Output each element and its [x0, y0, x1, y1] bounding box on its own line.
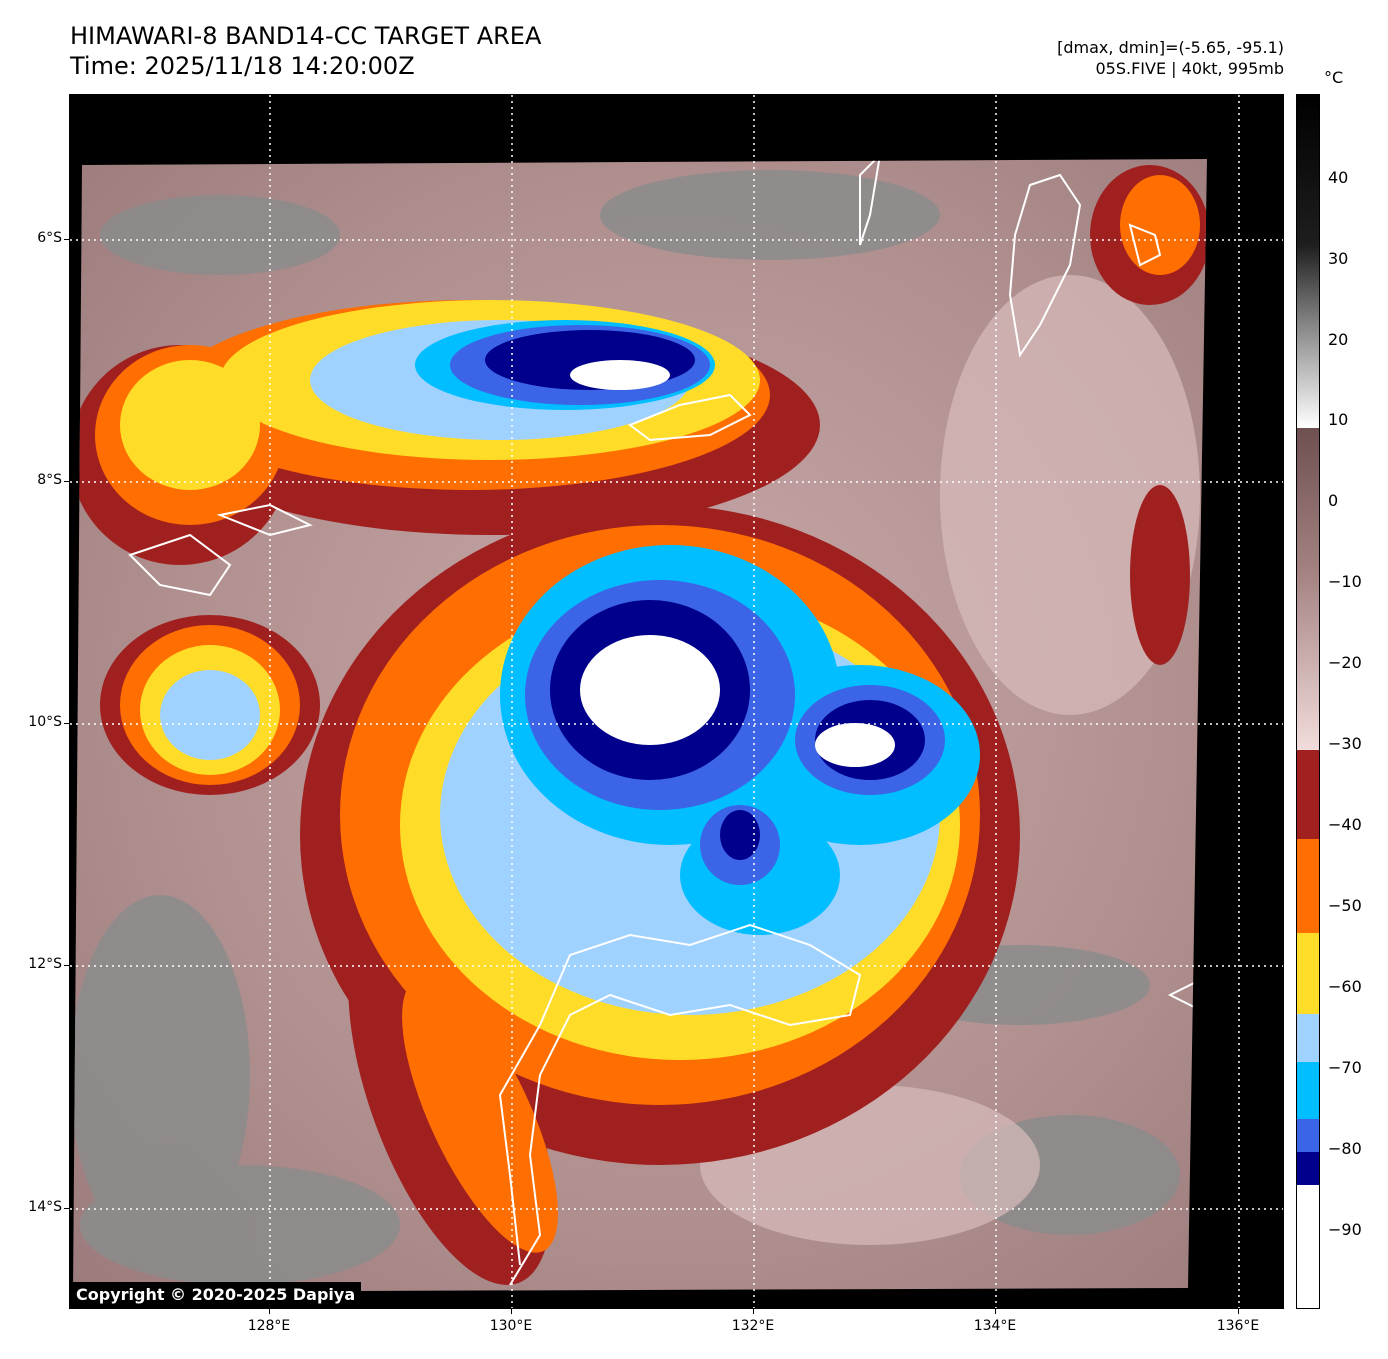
satellite-image — [70, 95, 1283, 1308]
colorbar-band — [1297, 1152, 1319, 1185]
lat-tick-label: 14°S — [28, 1199, 62, 1215]
lon-tickmark — [995, 1309, 996, 1314]
colorbar-label: 30 — [1328, 249, 1349, 268]
colorbar-band — [1297, 1185, 1319, 1308]
lon-tick-label: 136°E — [1216, 1318, 1260, 1334]
lat-tickmark — [64, 723, 69, 724]
colorbar-bands — [1297, 750, 1319, 1308]
map-time: Time: 2025/11/18 14:20:00Z — [70, 52, 415, 80]
lon-tickmark — [511, 1309, 512, 1314]
lon-tickmark — [269, 1309, 270, 1314]
lon-tickmark — [1238, 1309, 1239, 1314]
lat-tickmark — [64, 965, 69, 966]
lon-tick-label: 128°E — [247, 1318, 291, 1334]
lat-tickmark — [64, 239, 69, 240]
colorbar-unit: °C — [1324, 68, 1344, 87]
map-title: HIMAWARI-8 BAND14-CC TARGET AREA — [70, 22, 542, 50]
lat-tickmark — [64, 481, 69, 482]
lat-tickmark — [64, 1208, 69, 1209]
lat-tick-label: 10°S — [28, 714, 62, 730]
colorbar-label: 40 — [1328, 168, 1349, 187]
colorbar-band — [1297, 750, 1319, 839]
colorbar-label: −80 — [1328, 1139, 1362, 1158]
lon-tick-label: 134°E — [973, 1318, 1017, 1334]
colorbar-band — [1297, 1014, 1319, 1062]
colorbar-label: 0 — [1328, 491, 1339, 510]
lat-tick-label: 6°S — [37, 230, 62, 246]
lon-tickmark — [753, 1309, 754, 1314]
colorbar-label: −20 — [1328, 653, 1362, 672]
colorbar-label: −40 — [1328, 815, 1362, 834]
colorbar-label: 20 — [1328, 330, 1349, 349]
temperature-colorbar — [1296, 94, 1320, 1309]
storm-info-text: 05S.FIVE | 40kt, 995mb — [1095, 59, 1285, 78]
lon-tick-label: 132°E — [731, 1318, 775, 1334]
graticule — [70, 95, 1283, 1308]
lat-tick-label: 8°S — [37, 472, 62, 488]
colorbar-label: −10 — [1328, 572, 1362, 591]
lat-tick-label: 12°S — [28, 956, 62, 972]
colorbar-label: −90 — [1328, 1220, 1362, 1239]
colorbar-label: −70 — [1328, 1058, 1362, 1077]
colorbar-band — [1297, 1062, 1319, 1119]
colorbar-label: −50 — [1328, 896, 1362, 915]
satellite-map — [69, 94, 1284, 1309]
colorbar-label: −30 — [1328, 734, 1362, 753]
copyright-label: Copyright © 2020-2025 Dapiya — [70, 1282, 362, 1308]
image-swath — [73, 159, 1207, 1292]
colorbar-band — [1297, 1119, 1319, 1152]
temperature-range-text: [dmax, dmin]=(-5.65, -95.1) — [1057, 38, 1284, 57]
colorbar-band — [1297, 933, 1319, 1014]
colorbar-label: 10 — [1328, 410, 1349, 429]
colorbar-band — [1297, 839, 1319, 933]
colorbar-label: −60 — [1328, 977, 1362, 996]
lon-tick-label: 130°E — [489, 1318, 533, 1334]
